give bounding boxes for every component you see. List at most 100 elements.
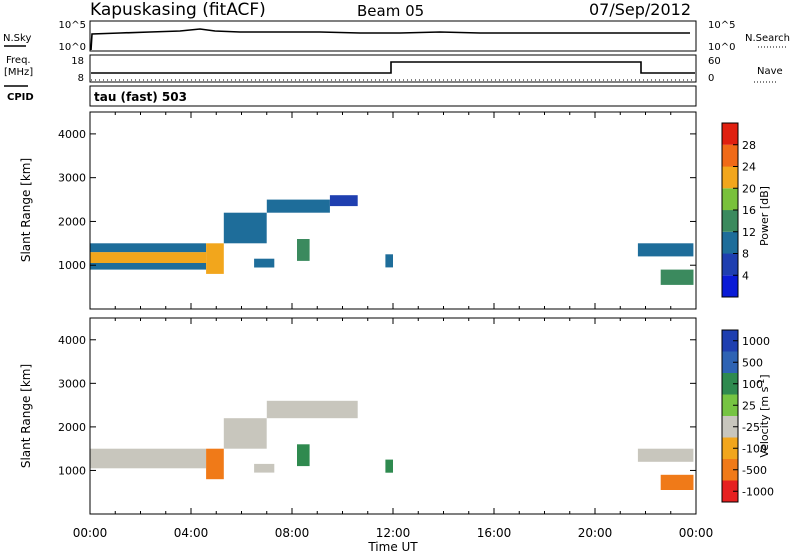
power-colorbar-tick-label: 16 [742, 204, 756, 217]
scatter-cell-4 [254, 463, 275, 473]
velocity-colorbar-swatch [722, 330, 738, 352]
velocity-colorbar-swatch [722, 437, 738, 459]
nsky-tick-bottom: 10^0 [59, 42, 86, 53]
scatter-cell-1 [206, 448, 224, 480]
power-colorbar-swatch [722, 231, 738, 254]
scatter-cell-11 [660, 269, 694, 285]
scatter-cell-0 [90, 252, 207, 263]
scatter-cell-3 [206, 243, 224, 274]
freq-tick-bottom: 8 [78, 73, 84, 84]
scatter-cell-10 [637, 243, 694, 257]
date-label: 07/Sep/2012 [589, 0, 691, 19]
power-ylabel: Slant Range [km] [19, 158, 33, 262]
xtick-label: 20:00 [578, 526, 613, 540]
power-colorbar-tick-label: 4 [742, 269, 749, 282]
scatter-cell-8 [660, 474, 694, 490]
freq-units: [MHz] [4, 67, 33, 78]
scatter-cell-2 [90, 263, 207, 270]
power-colorbar-swatch [722, 144, 738, 167]
ytick-label: 3000 [58, 172, 86, 185]
nsearch-tick-bottom: 10^0 [708, 42, 735, 53]
power-colorbar-swatch [722, 253, 738, 276]
ytick-label: 4000 [58, 334, 86, 347]
power-colorbar-swatch [722, 123, 738, 145]
power-colorbar-tick-label: 12 [742, 226, 756, 239]
velocity-colorbar-swatch [722, 373, 738, 395]
ytick-label: 2000 [58, 215, 86, 228]
scatter-cell-7 [637, 448, 694, 462]
freq-trace [91, 61, 695, 74]
nave-tick-top: 60 [708, 56, 721, 67]
ytick-label: 3000 [58, 377, 86, 390]
xtick-label: 04:00 [174, 526, 209, 540]
power-colorbar: 4 8 12 16 20 24 28 [721, 122, 756, 298]
nsearch-label: N.Search [745, 33, 790, 44]
power-colorbar-swatch [722, 210, 738, 232]
power-colorbar-swatch [722, 188, 738, 211]
ytick-label: 2000 [58, 421, 86, 434]
scatter-cell-0 [90, 448, 207, 469]
scatter-cell-9 [385, 254, 393, 268]
velocity-colorbar-label: Velocity [m s-1] [757, 374, 771, 457]
freq-strip: Freq. [MHz] 18 8 60 0 Nave [4, 54, 783, 84]
velocity-colorbar-tick-label: 500 [742, 356, 763, 369]
time-axis: 00:00 04:00 08:00 12:00 16:00 20:00 00:00 [73, 526, 714, 540]
nsky-trace [90, 28, 690, 51]
velocity-colorbar-swatch [722, 394, 738, 416]
scatter-cell-6 [329, 195, 358, 207]
power-colorbar-tick-label: 8 [742, 248, 749, 261]
power-panel: 1000 2000 3000 4000 Slant Range [km] [19, 111, 697, 310]
scatter-cell-2 [223, 418, 267, 449]
power-colorbar-tick-label: 20 [742, 182, 756, 195]
velocity-colorbar-swatch [722, 480, 738, 502]
scatter-cell-8 [297, 239, 310, 261]
velocity-ylabel: Slant Range [km] [19, 364, 33, 468]
ytick-label: 1000 [58, 259, 86, 272]
velocity-colorbar-tick-label: 25 [742, 399, 756, 412]
xtick-label: 16:00 [477, 526, 512, 540]
velocity-colorbar-swatch [722, 351, 738, 373]
ytick-label: 1000 [58, 464, 86, 477]
velocity-colorbar-tick-label: 1000 [742, 335, 770, 348]
nsky-label: N.Sky [3, 33, 31, 44]
freq-tick-top: 18 [71, 56, 84, 67]
velocity-panel: 1000 2000 3000 4000 Slant Range [km] [19, 317, 697, 515]
scatter-cell-6 [385, 459, 393, 473]
velocity-colorbar-tick-label: -100 [742, 442, 767, 455]
scatter-cell-5 [266, 199, 330, 213]
velocity-colorbar-tick-label: -500 [742, 464, 767, 477]
nsky-tick-top: 10^5 [59, 20, 86, 31]
cpid-text: tau (fast) 503 [94, 90, 187, 104]
scatter-cell-5 [297, 444, 310, 467]
power-colorbar-swatch [722, 166, 738, 189]
scatter-cell-1 [90, 243, 207, 253]
power-colorbar-tick-label: 24 [742, 161, 756, 174]
scatter-cell-7 [254, 258, 275, 268]
power-colorbar-label: Power [dB] [758, 186, 771, 246]
cpid-strip [89, 85, 697, 107]
nsearch-tick-top: 10^5 [708, 20, 735, 31]
xtick-label: 00:00 [679, 526, 714, 540]
velocity-colorbar-tick-label: 100 [742, 378, 763, 391]
xtick-label: 08:00 [275, 526, 310, 540]
velocity-colorbar-tick-label: -25 [742, 421, 760, 434]
cpid-label: CPID [7, 92, 34, 103]
ytick-label: 4000 [58, 128, 86, 141]
nsky-strip: N.Sky 10^5 10^0 10^5 10^0 N.Search [3, 20, 790, 53]
scatter-cell-4 [223, 212, 267, 244]
velocity-colorbar-swatch [722, 416, 738, 438]
power-colorbar-swatch [722, 275, 738, 298]
freq-label: Freq. [6, 55, 31, 66]
beam-label: Beam 05 [357, 2, 424, 20]
velocity-colorbar-swatch [722, 459, 738, 481]
velocity-colorbar: 1000 500 100 25 -25 -100 -500 -1000 [721, 329, 774, 503]
station-title: Kapuskasing (fitACF) [90, 0, 266, 20]
nave-tick-bottom: 0 [708, 73, 714, 84]
scatter-cell-3 [266, 400, 358, 419]
nave-label: Nave [757, 66, 783, 77]
power-colorbar-tick-label: 28 [742, 139, 756, 152]
xtick-label: 00:00 [73, 526, 108, 540]
xtick-label: 12:00 [376, 526, 411, 540]
